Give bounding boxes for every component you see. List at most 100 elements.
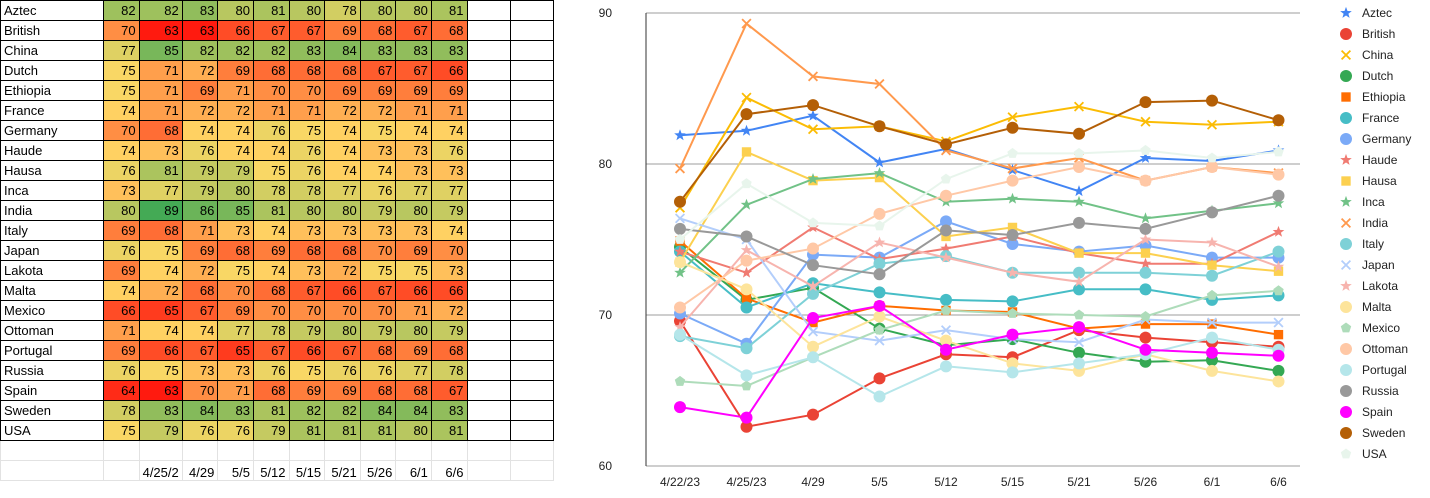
empty-cell[interactable] [466,60,511,81]
score-cell[interactable]: 71 [138,80,183,101]
score-cell[interactable]: 79 [138,420,183,441]
score-cell[interactable]: 74 [252,260,290,281]
score-cell[interactable]: 63 [138,20,183,41]
score-cell[interactable]: 70 [181,380,219,401]
score-cell[interactable]: 70 [103,120,140,141]
empty-cell[interactable] [466,120,511,141]
row-label[interactable]: Ethiopia [0,80,104,101]
score-cell[interactable]: 74 [252,220,290,241]
score-cell[interactable]: 74 [430,120,468,141]
score-cell[interactable]: 80 [395,0,432,21]
score-cell[interactable]: 74 [395,120,432,141]
score-cell[interactable]: 69 [217,60,254,81]
score-cell[interactable]: 80 [324,200,361,221]
row-label[interactable]: Hausa [0,160,104,181]
score-cell[interactable]: 73 [217,360,254,381]
score-cell[interactable]: 66 [395,280,432,301]
score-cell[interactable]: 80 [395,200,432,221]
score-cell[interactable]: 74 [217,140,254,161]
empty-cell[interactable] [509,160,554,181]
score-cell[interactable]: 66 [217,20,254,41]
row-label[interactable]: USA [0,420,104,441]
score-cell[interactable]: 81 [252,400,290,421]
score-cell[interactable]: 72 [359,100,397,121]
score-cell[interactable]: 80 [395,420,432,441]
score-cell[interactable]: 75 [288,360,326,381]
score-cell[interactable]: 83 [138,400,183,421]
legend-item[interactable]: Portugal [1340,363,1407,377]
score-cell[interactable]: 68 [359,340,397,361]
empty-cell[interactable] [181,440,219,461]
score-cell[interactable]: 73 [138,140,183,161]
score-cell[interactable]: 78 [324,0,361,21]
empty-cell[interactable] [466,160,511,181]
score-cell[interactable]: 82 [103,0,140,21]
empty-cell[interactable] [509,320,554,341]
score-cell[interactable]: 73 [288,260,326,281]
score-cell[interactable]: 75 [359,260,397,281]
empty-cell[interactable] [466,40,511,61]
empty-cell[interactable] [466,380,511,401]
score-cell[interactable]: 67 [359,280,397,301]
empty-cell[interactable] [359,440,397,461]
score-cell[interactable]: 80 [359,0,397,21]
score-cell[interactable]: 73 [395,160,432,181]
score-cell[interactable]: 67 [395,60,432,81]
score-cell[interactable]: 83 [288,40,326,61]
score-cell[interactable]: 67 [430,380,468,401]
score-cell[interactable]: 77 [430,180,468,201]
score-cell[interactable]: 76 [103,360,140,381]
score-cell[interactable]: 82 [288,400,326,421]
empty-cell[interactable] [466,460,511,481]
legend-item[interactable]: Mexico [1340,321,1401,335]
score-cell[interactable]: 73 [395,220,432,241]
empty-cell[interactable] [466,320,511,341]
score-cell[interactable]: 71 [138,60,183,81]
score-cell[interactable]: 74 [138,320,183,341]
score-cell[interactable]: 72 [324,260,361,281]
score-cell[interactable]: 68 [395,380,432,401]
empty-cell[interactable] [509,460,554,481]
date-cell[interactable]: 5/12 [252,460,290,481]
empty-cell[interactable] [466,360,511,381]
score-cell[interactable]: 73 [359,220,397,241]
empty-cell[interactable] [430,440,468,461]
score-cell[interactable]: 65 [217,340,254,361]
empty-cell[interactable] [509,240,554,261]
score-cell[interactable]: 69 [395,240,432,261]
score-cell[interactable]: 74 [181,320,219,341]
empty-cell[interactable] [466,240,511,261]
score-cell[interactable]: 72 [138,280,183,301]
score-cell[interactable]: 73 [288,220,326,241]
score-cell[interactable]: 74 [324,160,361,181]
score-cell[interactable]: 84 [181,400,219,421]
score-cell[interactable]: 77 [103,40,140,61]
score-cell[interactable]: 74 [359,160,397,181]
legend-item[interactable]: Germany [1340,132,1411,146]
score-cell[interactable]: 68 [138,220,183,241]
score-cell[interactable]: 76 [252,360,290,381]
empty-cell[interactable] [466,100,511,121]
score-cell[interactable]: 74 [103,100,140,121]
score-cell[interactable]: 68 [324,60,361,81]
score-cell[interactable]: 81 [138,160,183,181]
score-cell[interactable]: 69 [359,80,397,101]
date-cell[interactable]: 6/1 [395,460,432,481]
legend-item[interactable]: Haude [1340,153,1398,167]
score-cell[interactable]: 66 [103,300,140,321]
score-cell[interactable]: 75 [103,80,140,101]
empty-cell[interactable] [466,220,511,241]
score-cell[interactable]: 76 [103,240,140,261]
score-cell[interactable]: 76 [288,140,326,161]
score-cell[interactable]: 76 [359,360,397,381]
score-cell[interactable]: 74 [103,280,140,301]
score-cell[interactable]: 70 [252,80,290,101]
score-cell[interactable]: 74 [217,120,254,141]
score-cell[interactable]: 70 [103,20,140,41]
score-cell[interactable]: 69 [430,80,468,101]
empty-cell[interactable] [509,80,554,101]
date-cell[interactable] [103,460,140,481]
empty-cell[interactable] [509,260,554,281]
score-cell[interactable]: 73 [430,260,468,281]
date-cell[interactable]: 6/6 [430,460,468,481]
